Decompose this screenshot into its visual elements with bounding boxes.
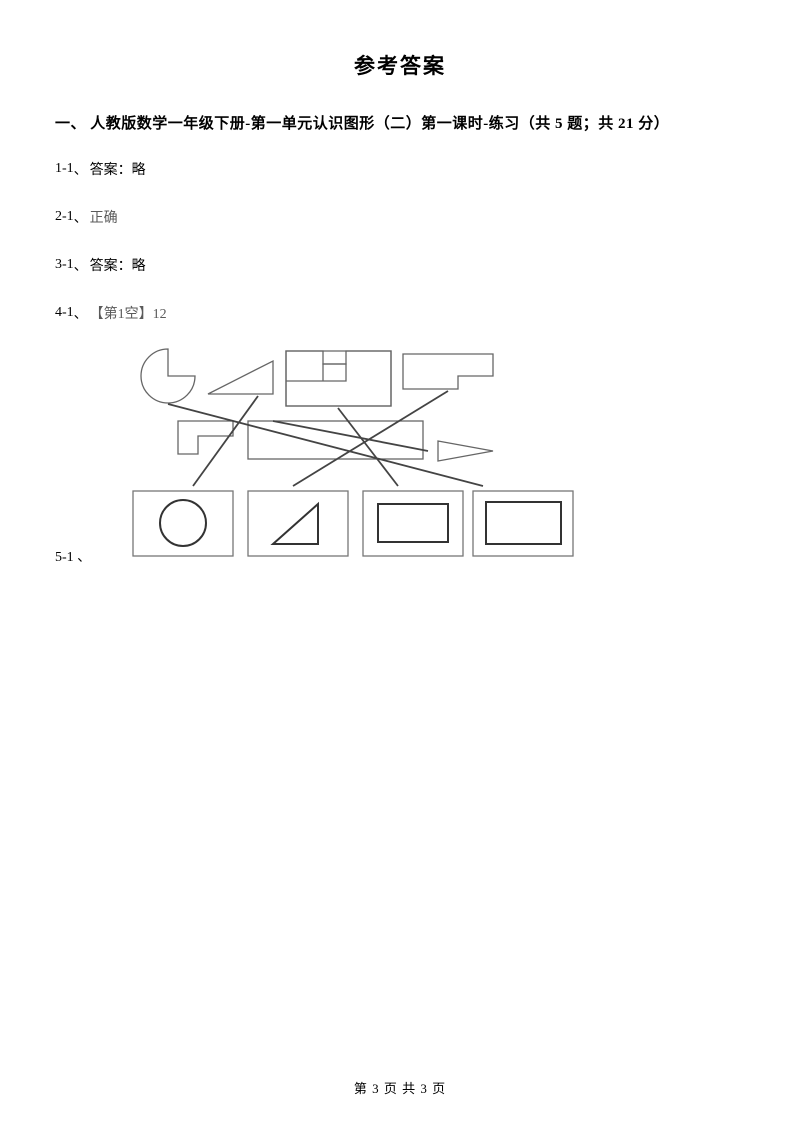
answer-row-3: 3-1 、 答案：略 [55, 255, 745, 275]
answer-separator: 、 [74, 255, 88, 275]
answer-text: 答案：略 [90, 159, 146, 179]
answer-separator: 、 [74, 159, 88, 179]
page-title: 参考答案 [55, 50, 745, 80]
answer-text: 【第1空】12 [90, 303, 167, 323]
answer-number: 3-1 [55, 257, 74, 273]
answer-separator: 、 [77, 550, 91, 565]
answer-row-2: 2-1 、 正确 [55, 207, 745, 227]
answer-number: 4-1 [55, 305, 74, 321]
answer-number: 2-1 [55, 209, 74, 225]
shapes-matching-diagram [98, 346, 578, 566]
answer-text: 答案：略 [90, 255, 146, 275]
answer-separator: 、 [74, 207, 88, 227]
answer-row-4: 4-1 、 【第1空】12 [55, 303, 745, 323]
answer-separator: 、 [74, 303, 88, 323]
answer-text: 正确 [90, 207, 118, 227]
answer-number: 5-1 [55, 550, 74, 565]
page-footer: 第 3 页 共 3 页 [0, 1078, 800, 1097]
answer-row-1: 1-1 、 答案：略 [55, 159, 745, 179]
section-header: 一、 人教版数学一年级下册-第一单元认识图形（二）第一课时-练习（共 5 题；共… [55, 112, 745, 133]
answer-row-5: 5-1 、 [55, 346, 745, 566]
answer-number: 1-1 [55, 161, 74, 177]
